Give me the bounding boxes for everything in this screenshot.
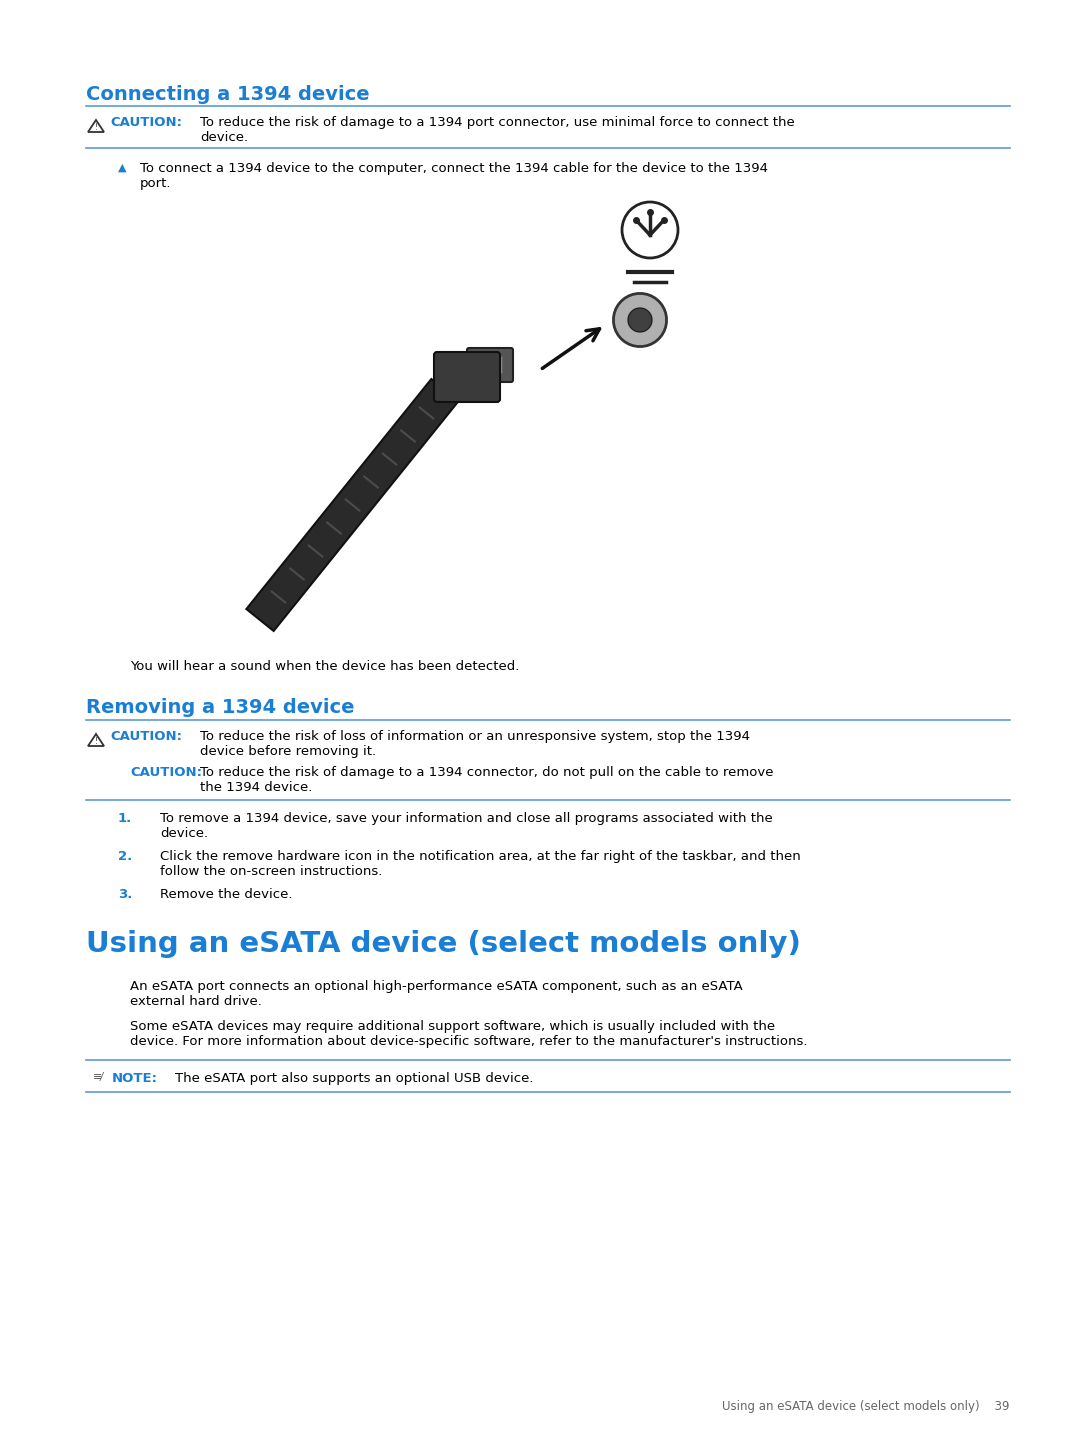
FancyBboxPatch shape bbox=[477, 356, 503, 374]
Text: device.: device. bbox=[160, 828, 208, 841]
Text: external hard drive.: external hard drive. bbox=[130, 994, 261, 1007]
FancyBboxPatch shape bbox=[434, 352, 500, 402]
Text: To reduce the risk of damage to a 1394 connector, do not pull on the cable to re: To reduce the risk of damage to a 1394 c… bbox=[200, 766, 773, 779]
Text: !: ! bbox=[95, 737, 97, 746]
Text: the 1394 device.: the 1394 device. bbox=[200, 780, 312, 795]
Text: Some eSATA devices may require additional support software, which is usually inc: Some eSATA devices may require additiona… bbox=[130, 1020, 775, 1033]
Text: !: ! bbox=[95, 122, 97, 132]
Text: The eSATA port also supports an optional USB device.: The eSATA port also supports an optional… bbox=[175, 1072, 534, 1085]
Text: Using an eSATA device (select models only): Using an eSATA device (select models onl… bbox=[86, 930, 801, 958]
Text: You will hear a sound when the device has been detected.: You will hear a sound when the device ha… bbox=[130, 660, 519, 673]
Text: 2.: 2. bbox=[118, 851, 132, 864]
Text: 1.: 1. bbox=[118, 812, 132, 825]
Text: To reduce the risk of loss of information or an unresponsive system, stop the 13: To reduce the risk of loss of informatio… bbox=[200, 730, 750, 743]
Text: Remove the device.: Remove the device. bbox=[160, 888, 293, 901]
Text: Click the remove hardware icon in the notification area, at the far right of the: Click the remove hardware icon in the no… bbox=[160, 851, 800, 864]
Text: Using an eSATA device (select models only)    39: Using an eSATA device (select models onl… bbox=[723, 1400, 1010, 1413]
Polygon shape bbox=[629, 308, 652, 332]
Text: device. For more information about device-specific software, refer to the manufa: device. For more information about devic… bbox=[130, 1035, 808, 1048]
FancyBboxPatch shape bbox=[467, 348, 513, 382]
Text: Connecting a 1394 device: Connecting a 1394 device bbox=[86, 85, 369, 103]
Text: CAUTION:: CAUTION: bbox=[130, 766, 202, 779]
Text: port.: port. bbox=[140, 177, 172, 190]
Text: An eSATA port connects an optional high-performance eSATA component, such as an : An eSATA port connects an optional high-… bbox=[130, 980, 743, 993]
Text: NOTE:: NOTE: bbox=[112, 1072, 158, 1085]
Polygon shape bbox=[613, 293, 666, 346]
Text: 3.: 3. bbox=[118, 888, 133, 901]
Text: device.: device. bbox=[200, 131, 248, 144]
Text: ▲: ▲ bbox=[118, 162, 126, 172]
Text: ≡: ≡ bbox=[93, 1072, 103, 1082]
Text: device before removing it.: device before removing it. bbox=[200, 744, 376, 757]
Text: CAUTION:: CAUTION: bbox=[110, 116, 183, 129]
Text: Removing a 1394 device: Removing a 1394 device bbox=[86, 698, 354, 717]
Text: To remove a 1394 device, save your information and close all programs associated: To remove a 1394 device, save your infor… bbox=[160, 812, 773, 825]
Polygon shape bbox=[246, 379, 459, 631]
Text: /: / bbox=[100, 1072, 104, 1082]
Text: CAUTION:: CAUTION: bbox=[110, 730, 183, 743]
Text: To reduce the risk of damage to a 1394 port connector, use minimal force to conn: To reduce the risk of damage to a 1394 p… bbox=[200, 116, 795, 129]
Text: follow the on-screen instructions.: follow the on-screen instructions. bbox=[160, 865, 382, 878]
Text: To connect a 1394 device to the computer, connect the 1394 cable for the device : To connect a 1394 device to the computer… bbox=[140, 162, 768, 175]
